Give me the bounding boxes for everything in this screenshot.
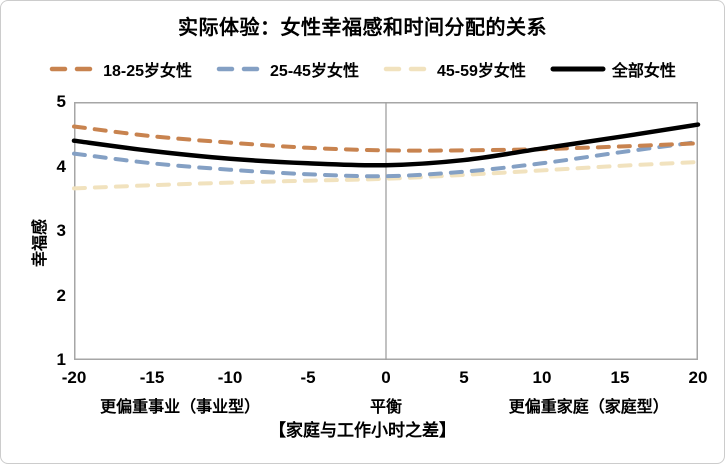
x-tick-label: 0 [381, 368, 391, 387]
series-line-全部女性 [71, 122, 701, 168]
chart-title: 实际体验：女性幸福感和时间分配的关系 [178, 17, 547, 39]
series-line-25-45岁女性 [72, 139, 700, 179]
legend-item-45-59岁女性: 45-59岁女性 [383, 57, 526, 81]
legend-label: 全部女性 [611, 63, 676, 80]
legend-label: 45-59岁女性 [436, 63, 526, 80]
y-tick-label: 2 [56, 285, 66, 305]
legend-item-25-45岁女性: 25-45岁女性 [216, 57, 359, 81]
x-tick-label: -15 [139, 368, 165, 387]
x-tick-label: 20 [688, 368, 708, 387]
x-tick-label: -5 [300, 368, 316, 387]
y-tick-label: 1 [56, 350, 66, 369]
axis-annotation: 更偏重事业（事业型） [100, 399, 261, 416]
y-tick-label: 5 [56, 92, 66, 111]
legend-line-sample-icon [49, 66, 97, 72]
legend-label: 25-45岁女性 [270, 63, 359, 80]
y-tick-label: 3 [56, 221, 66, 240]
plot-area [71, 102, 701, 360]
x-tick-label: -10 [217, 368, 243, 387]
y-tick-label: 4 [56, 156, 66, 176]
x-axis-title: 【家庭与工作小时之差】 [269, 421, 456, 440]
x-tick-label: 5 [459, 368, 469, 387]
axis-annotation: 更偏重家庭（家庭型） [508, 399, 669, 416]
series-line-18-25岁女性 [72, 124, 700, 153]
legend-label: 18-25岁女性 [103, 63, 193, 80]
x-tick-label: 15 [610, 368, 630, 387]
legend-line-sample-icon [383, 66, 431, 72]
legend-line-sample-icon [550, 66, 606, 72]
legend-line-sample-icon [216, 66, 264, 72]
legend: 18-25岁女性 25-45岁女性 45-59岁女性 全部女性 [1, 57, 724, 81]
axis-annotation: 平衡 [369, 399, 403, 416]
x-tick-label: 10 [532, 368, 552, 387]
x-tick-label: -20 [61, 368, 87, 387]
legend-item-全部女性: 全部女性 [550, 57, 676, 81]
legend-item-18-25岁女性: 18-25岁女性 [49, 57, 192, 81]
series-line-45-59岁女性 [72, 159, 700, 191]
y-axis-title: 幸福感 [32, 219, 49, 268]
